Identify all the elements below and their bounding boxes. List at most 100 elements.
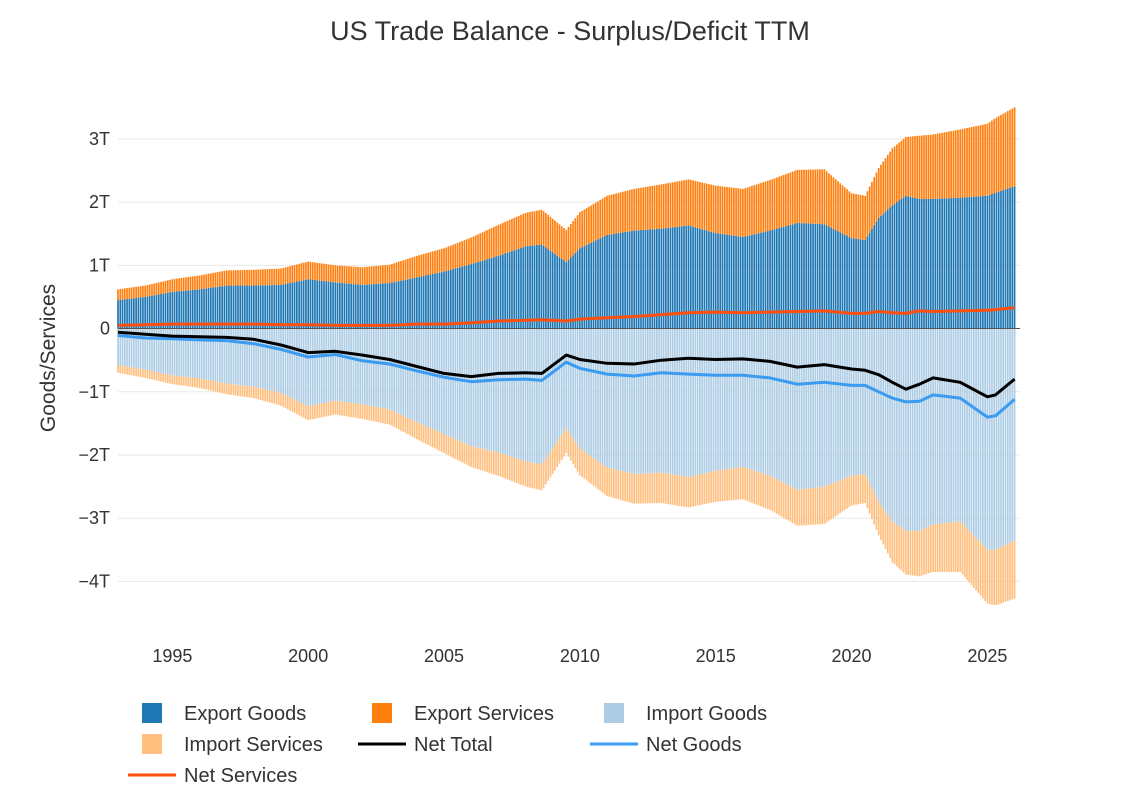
bar-export-services [610, 194, 613, 235]
bar-import-services [144, 369, 147, 378]
bars [117, 107, 1016, 606]
bar-import-goods [961, 328, 964, 524]
bar-import-services [309, 405, 312, 420]
bar-import-goods [520, 328, 522, 460]
bar-export-services [798, 169, 801, 224]
bar-import-goods [259, 328, 262, 389]
bar-export-services [230, 270, 233, 286]
bar-import-goods [592, 328, 595, 459]
bar-export-goods [542, 245, 545, 329]
bar-export-services [212, 272, 214, 288]
bar-export-goods [316, 280, 319, 329]
bar-export-services [633, 188, 636, 231]
bar-export-services [479, 233, 482, 262]
bar-export-services [941, 132, 943, 199]
bar-import-services [164, 373, 167, 383]
bar-import-goods [569, 328, 572, 436]
bar-export-services [875, 172, 878, 222]
bar-export-services [852, 193, 855, 239]
bar-export-goods [726, 234, 728, 329]
legend-item-net-total[interactable]: Net Total [358, 734, 493, 756]
bar-export-goods [323, 281, 325, 329]
legend-item-net-goods[interactable]: Net Goods [590, 734, 742, 756]
legend-item-export-goods[interactable]: Export Goods [142, 703, 306, 725]
legend-item-export-services[interactable]: Export Services [372, 703, 554, 725]
bar-export-goods [336, 282, 339, 329]
bar-export-services [339, 265, 341, 283]
bar-import-services [708, 472, 710, 504]
bar-export-goods [212, 287, 214, 329]
bar-export-services [146, 285, 149, 297]
bar-export-services [255, 269, 257, 286]
bar-export-services [497, 224, 500, 256]
bar-export-services [789, 172, 792, 225]
bar-import-services [488, 450, 491, 473]
y-axis-label: Goods/Services [37, 284, 60, 432]
bar-import-goods [785, 328, 787, 484]
bar-import-goods [900, 328, 903, 528]
bar-export-goods [828, 226, 830, 329]
bar-import-goods [995, 328, 998, 550]
bar-export-services [950, 131, 953, 199]
bar-export-services [886, 154, 889, 210]
bar-import-services [219, 382, 221, 393]
bar-import-goods [504, 328, 507, 455]
bar-export-goods [495, 256, 497, 329]
bar-import-services [877, 502, 880, 536]
bar-export-services [914, 136, 916, 198]
bar-export-services [866, 191, 869, 237]
bar-export-services [932, 134, 934, 199]
bar-import-goods [343, 328, 346, 402]
bar-import-goods [773, 328, 776, 479]
bar-import-goods [832, 328, 835, 484]
bar-export-services [660, 184, 663, 229]
bar-export-goods [610, 234, 613, 329]
bar-import-goods [117, 328, 119, 366]
bar-import-goods [728, 328, 731, 469]
bar-import-goods [157, 328, 160, 373]
bar-export-goods [517, 248, 520, 329]
legend-item-import-services[interactable]: Import Services [142, 734, 323, 756]
bar-export-goods [282, 284, 285, 329]
bar-export-goods [413, 277, 416, 329]
bar-export-services [123, 288, 126, 300]
bar-import-goods [370, 328, 373, 407]
bar-import-services [160, 372, 162, 382]
bar-export-services [991, 120, 993, 195]
bar-import-goods [771, 328, 774, 478]
bar-export-goods [791, 224, 794, 329]
bar-import-services [316, 404, 319, 419]
bar-import-goods [271, 328, 273, 391]
bar-export-goods [619, 232, 622, 329]
bar-import-goods [574, 328, 577, 442]
bar-export-goods [633, 230, 636, 329]
bar-import-goods [794, 328, 796, 489]
legend-item-import-goods[interactable]: Import Goods [604, 703, 767, 725]
bar-export-services [882, 161, 885, 214]
bar-import-goods [660, 328, 663, 473]
legend-label: Import Goods [646, 703, 767, 725]
bar-export-goods [982, 196, 984, 329]
bar-import-goods [214, 328, 217, 382]
bar-import-goods [687, 328, 690, 478]
bar-export-goods [834, 230, 837, 329]
bar-import-services [769, 475, 771, 510]
bar-export-services [343, 265, 346, 284]
bar-import-services [665, 473, 667, 504]
bar-import-goods [757, 328, 760, 473]
bar-export-services [307, 261, 310, 280]
bar-import-goods [669, 328, 672, 475]
bar-export-goods [905, 195, 907, 329]
bar-export-goods [431, 274, 434, 329]
bar-export-services [459, 241, 461, 268]
bar-export-services [431, 251, 434, 275]
legend-item-net-services[interactable]: Net Services [128, 765, 297, 787]
bar-import-goods [318, 328, 321, 404]
bar-import-goods [737, 328, 740, 468]
bar-export-services [900, 140, 903, 199]
bar-export-services [635, 188, 638, 231]
bar-export-services [284, 267, 287, 284]
bar-export-goods [927, 198, 930, 329]
bar-import-services [907, 530, 910, 575]
bar-export-services [755, 184, 758, 234]
